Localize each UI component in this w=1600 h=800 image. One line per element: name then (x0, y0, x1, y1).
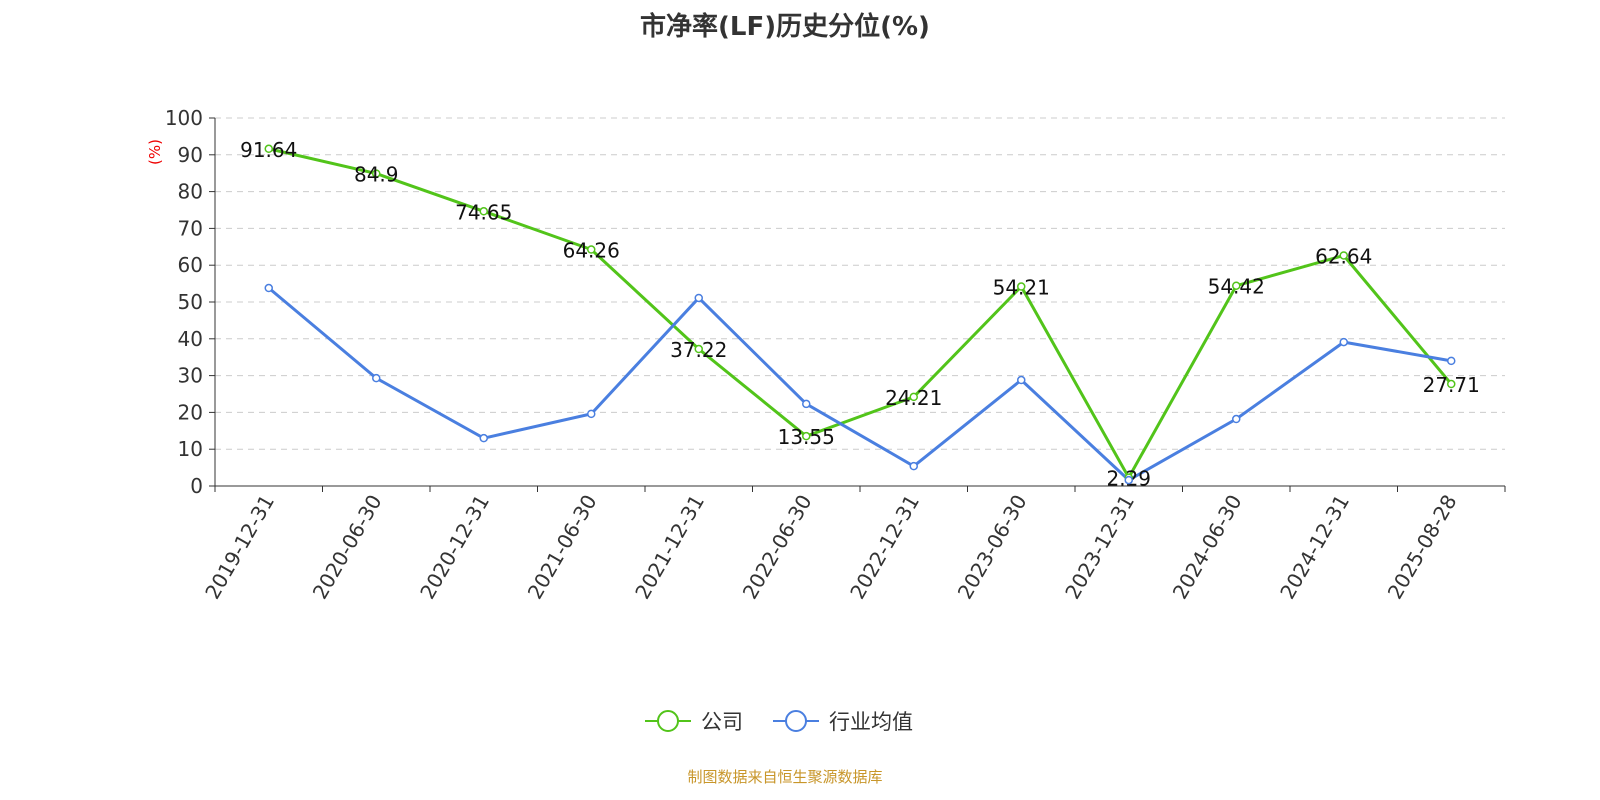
y-tick-label: 40 (178, 327, 203, 351)
x-tick-label: 2024-12-31 (1275, 491, 1354, 604)
y-tick-label: 30 (178, 364, 203, 388)
y-tick-label: 100 (165, 106, 203, 130)
x-tick-label: 2025-08-28 (1383, 491, 1462, 604)
y-tick-label: 60 (178, 253, 203, 277)
data-label: 54.21 (993, 276, 1050, 300)
data-point (587, 245, 596, 254)
data-point (1124, 475, 1133, 485)
data-point (694, 293, 703, 303)
legend-marker (785, 710, 807, 732)
legend-label-1: 行业均值 (829, 710, 913, 734)
data-point (479, 433, 488, 443)
data-label: 24.21 (885, 386, 942, 410)
data-label: 84.9 (354, 163, 399, 187)
data-point (372, 373, 381, 383)
y-tick-label: 70 (178, 216, 203, 240)
data-label: 54.42 (1208, 275, 1265, 299)
data-point (802, 399, 811, 409)
y-tick-label: 20 (178, 400, 203, 424)
x-tick-label: 2024-06-30 (1168, 491, 1247, 604)
data-point (587, 409, 596, 419)
data-label: 74.65 (455, 200, 512, 224)
x-tick-label: 2021-12-31 (630, 491, 709, 604)
data-point (372, 169, 381, 178)
data-point (1017, 375, 1026, 385)
data-point (909, 461, 918, 471)
data-point (1447, 379, 1456, 389)
y-tick-label: 80 (178, 180, 203, 204)
y-tick-label: 50 (178, 290, 203, 314)
data-point (1232, 414, 1241, 424)
x-tick-label: 2023-12-31 (1060, 491, 1139, 604)
data-label: 64.26 (563, 239, 620, 263)
data-point (1339, 251, 1348, 260)
source-note: 制图数据来自恒生聚源数据库 (687, 768, 883, 786)
data-point (264, 144, 273, 154)
data-point (1339, 337, 1348, 347)
x-tick-label: 2021-06-30 (523, 491, 602, 604)
legend-label-0: 公司 (701, 710, 743, 734)
y-tick-label: 10 (178, 437, 203, 461)
series-line-0 (268, 147, 1453, 481)
data-point (909, 392, 918, 402)
data-label: 91.64 (240, 138, 297, 162)
data-point (479, 207, 488, 216)
data-label: 13.55 (778, 425, 835, 449)
data-point (264, 283, 273, 293)
chart-title: 市净率(LF)历史分位(%) (640, 12, 930, 42)
x-tick-label: 2022-12-31 (845, 491, 924, 604)
data-point (802, 431, 811, 441)
data-point (694, 344, 703, 354)
x-tick-label: 2023-06-30 (953, 491, 1032, 604)
y-tick-label: 0 (190, 474, 203, 498)
series-line-1 (267, 286, 1452, 482)
data-label: 27.71 (1423, 373, 1480, 397)
x-tick-label: 2020-06-30 (308, 491, 387, 604)
y-tick-label: 90 (178, 143, 203, 167)
y-axis-label: (%) (146, 139, 164, 165)
data-label: 62.64 (1315, 244, 1372, 268)
x-tick-label: 2022-06-30 (738, 491, 817, 604)
x-tick-label: 2019-12-31 (200, 491, 279, 604)
data-point (1447, 356, 1456, 366)
data-point (1232, 281, 1241, 290)
x-tick-label: 2020-12-31 (415, 491, 494, 604)
legend-marker (657, 710, 679, 732)
data-point (1017, 282, 1026, 291)
data-label: 37.22 (670, 338, 727, 362)
